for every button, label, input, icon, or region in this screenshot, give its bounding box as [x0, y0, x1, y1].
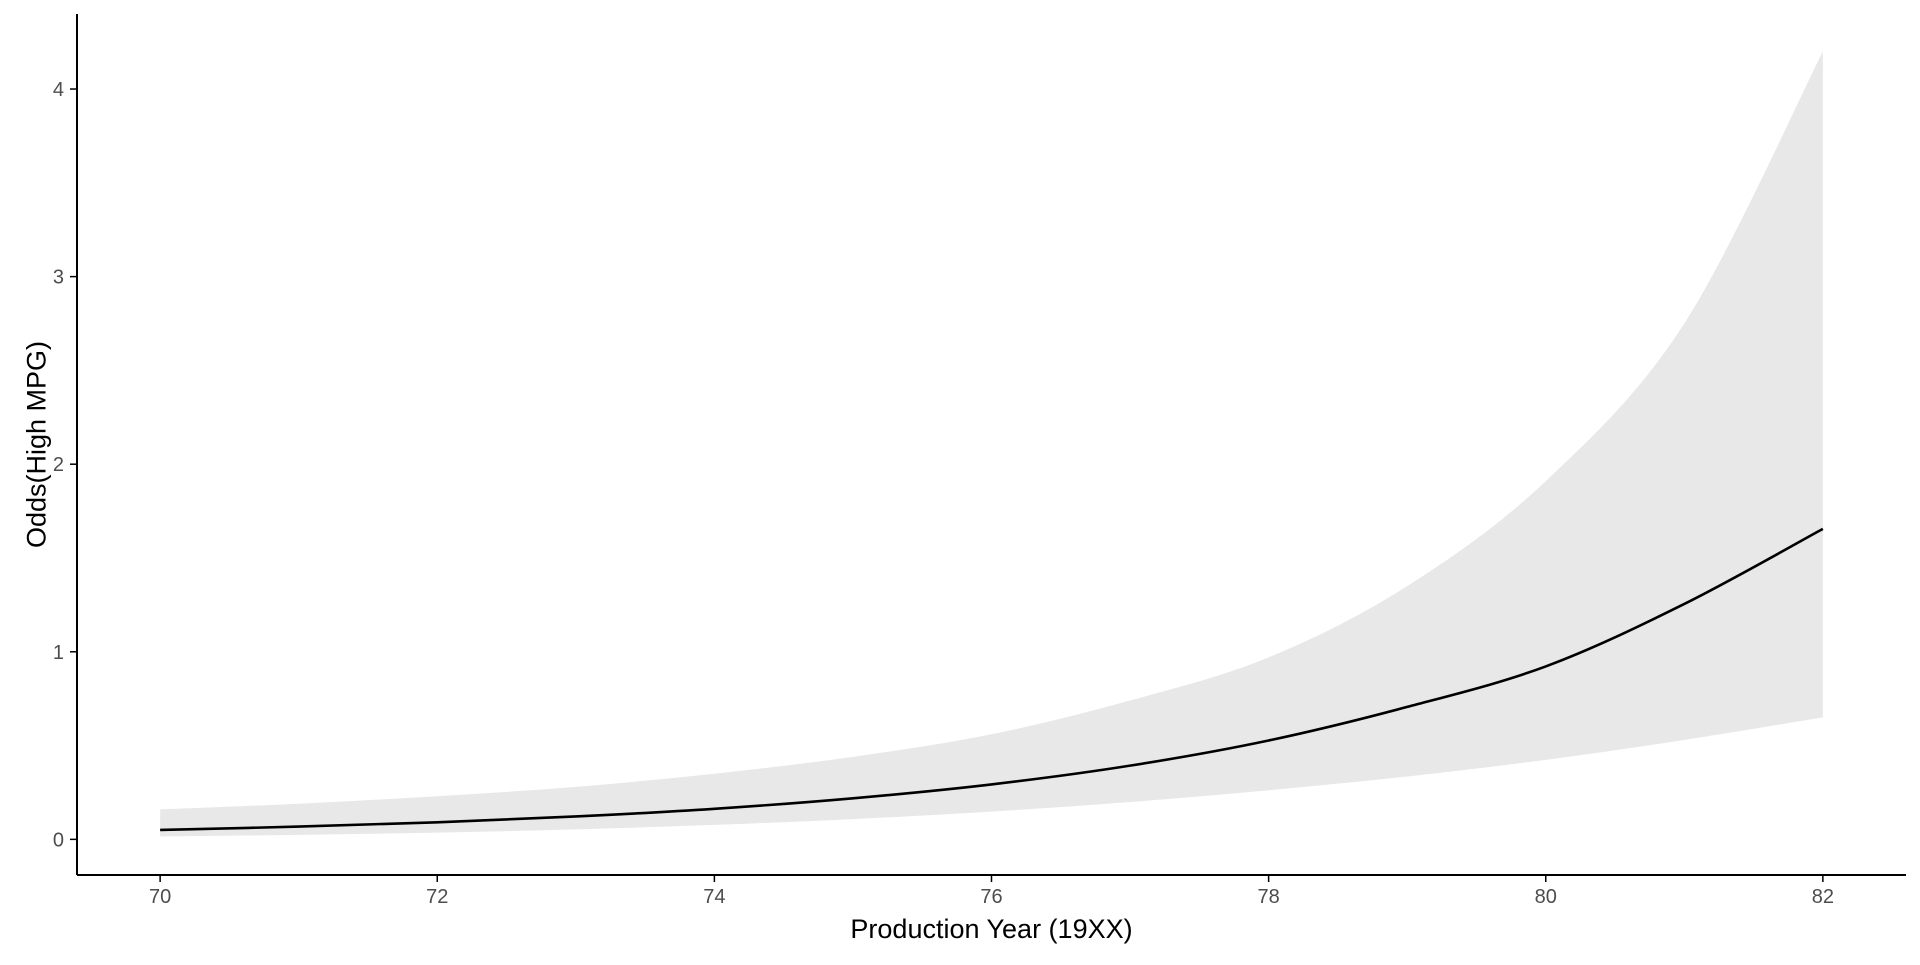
y-axis-title: Odds(High MPG): [21, 341, 51, 548]
x-tick-label: 80: [1535, 886, 1557, 908]
y-axis-ticks: 0 1 2 3 4: [53, 79, 77, 851]
odds-line: [160, 527, 1824, 832]
x-tick-label: 70: [149, 886, 171, 908]
y-tick-label: 2: [53, 454, 64, 476]
y-tick-label: 1: [53, 642, 64, 664]
x-tick-label: 76: [980, 886, 1002, 908]
x-axis-ticks: 70 72 74 76 78 80 82: [149, 875, 1834, 908]
y-tick-label: 4: [53, 79, 64, 101]
x-tick-label: 78: [1257, 886, 1279, 908]
confidence-band: [160, 51, 1823, 837]
x-tick-label: 72: [426, 886, 448, 908]
y-tick-label: 3: [53, 267, 64, 289]
x-tick-label: 82: [1812, 886, 1834, 908]
x-tick-label: 74: [703, 886, 725, 908]
y-tick-label: 0: [53, 829, 64, 851]
x-axis-title: Production Year (19XX): [850, 914, 1132, 944]
